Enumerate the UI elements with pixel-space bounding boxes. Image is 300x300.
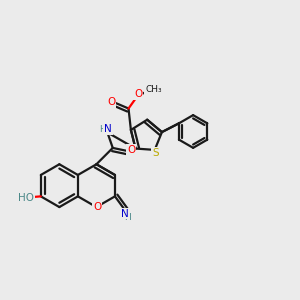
Text: H: H bbox=[99, 125, 106, 134]
Text: O: O bbox=[107, 97, 116, 107]
Text: N: N bbox=[122, 208, 129, 219]
Text: HO: HO bbox=[18, 193, 34, 203]
Text: CH₃: CH₃ bbox=[145, 85, 162, 94]
Text: O: O bbox=[127, 145, 135, 155]
Text: O: O bbox=[134, 89, 142, 99]
Text: H: H bbox=[124, 213, 131, 222]
Text: N: N bbox=[104, 124, 112, 134]
Text: S: S bbox=[152, 148, 159, 158]
Text: O: O bbox=[93, 202, 101, 212]
